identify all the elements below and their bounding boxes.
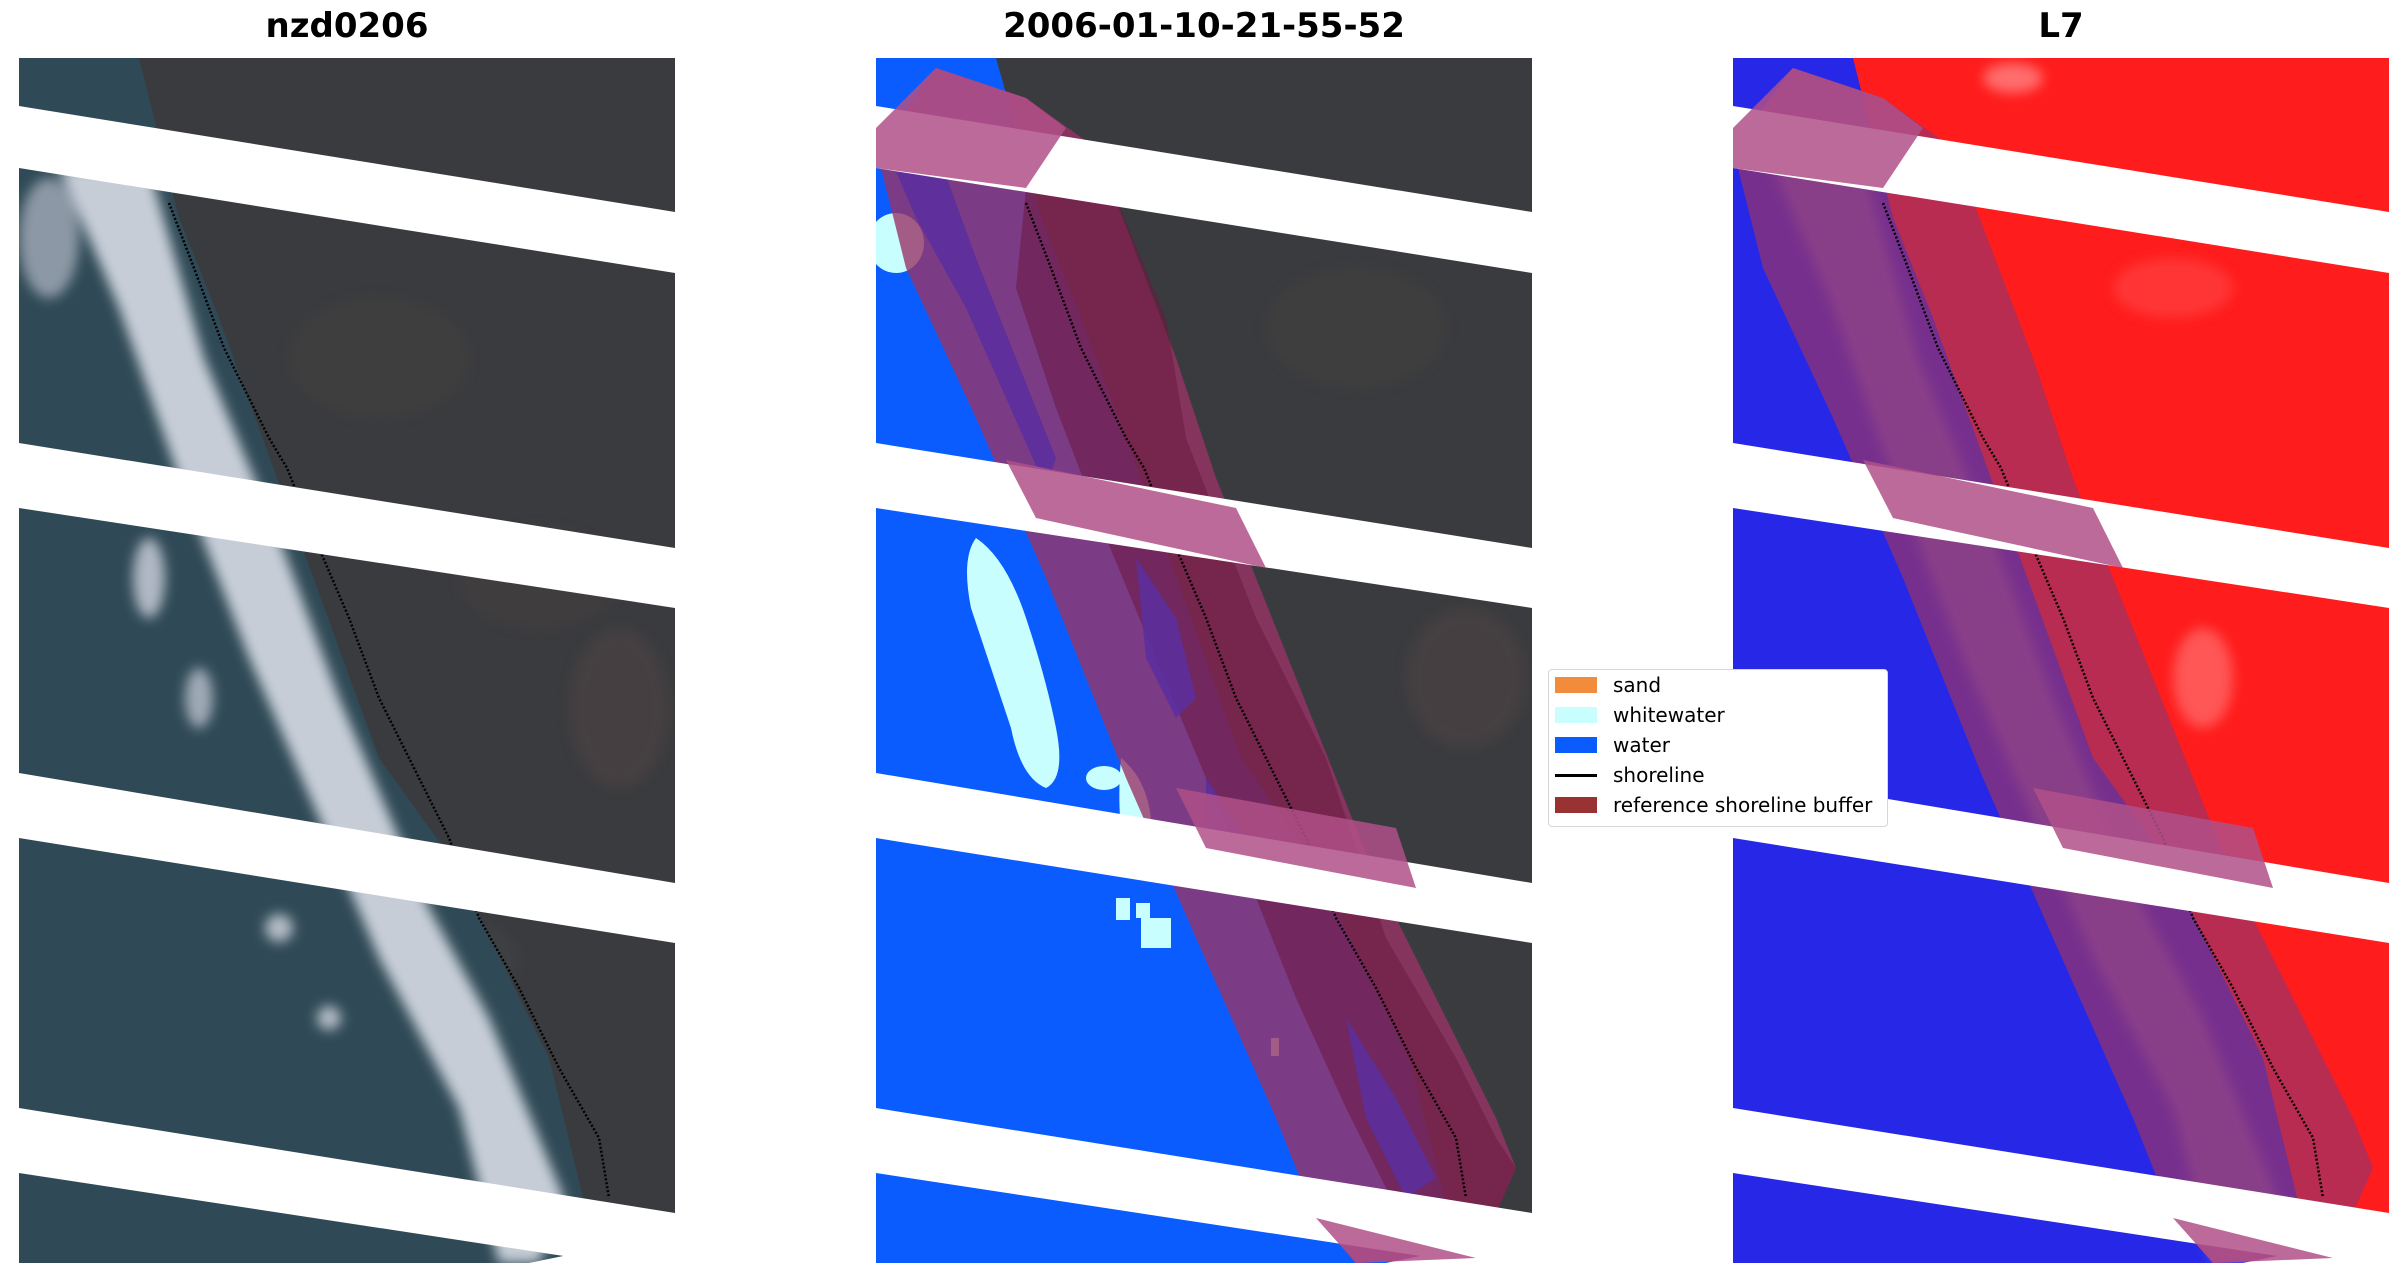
reference-shoreline-buffer	[1733, 68, 2373, 1263]
shoreline-line-sample	[1555, 774, 1597, 777]
ndwi-panel	[1733, 58, 2389, 1263]
whitewater-swatch	[1555, 707, 1597, 723]
classification-panel	[876, 58, 1532, 1263]
legend-label: reference shoreline buffer	[1613, 793, 1873, 817]
legend-label: whitewater	[1613, 703, 1725, 727]
shoreline	[1024, 202, 1468, 1199]
legend-label: shoreline	[1613, 763, 1705, 787]
panel-title-satellite: L7	[2038, 6, 2084, 46]
rgb-image-panel	[19, 58, 675, 1263]
panel-title-date: 2006-01-10-21-55-52	[1003, 6, 1405, 46]
water-swatch	[1555, 737, 1597, 753]
panel-title-rgb: nzd0206	[265, 6, 429, 46]
nodata-stripes	[19, 106, 675, 1263]
buffer-swatch	[1555, 797, 1597, 813]
surf-zone	[59, 168, 564, 1263]
shoreline	[167, 202, 611, 1199]
legend-label: sand	[1613, 673, 1662, 697]
shoreline	[1881, 202, 2325, 1199]
legend-label: water	[1613, 733, 1670, 757]
sand-swatch	[1555, 677, 1597, 693]
legend: sand whitewater water shoreline referenc…	[1548, 669, 1888, 827]
